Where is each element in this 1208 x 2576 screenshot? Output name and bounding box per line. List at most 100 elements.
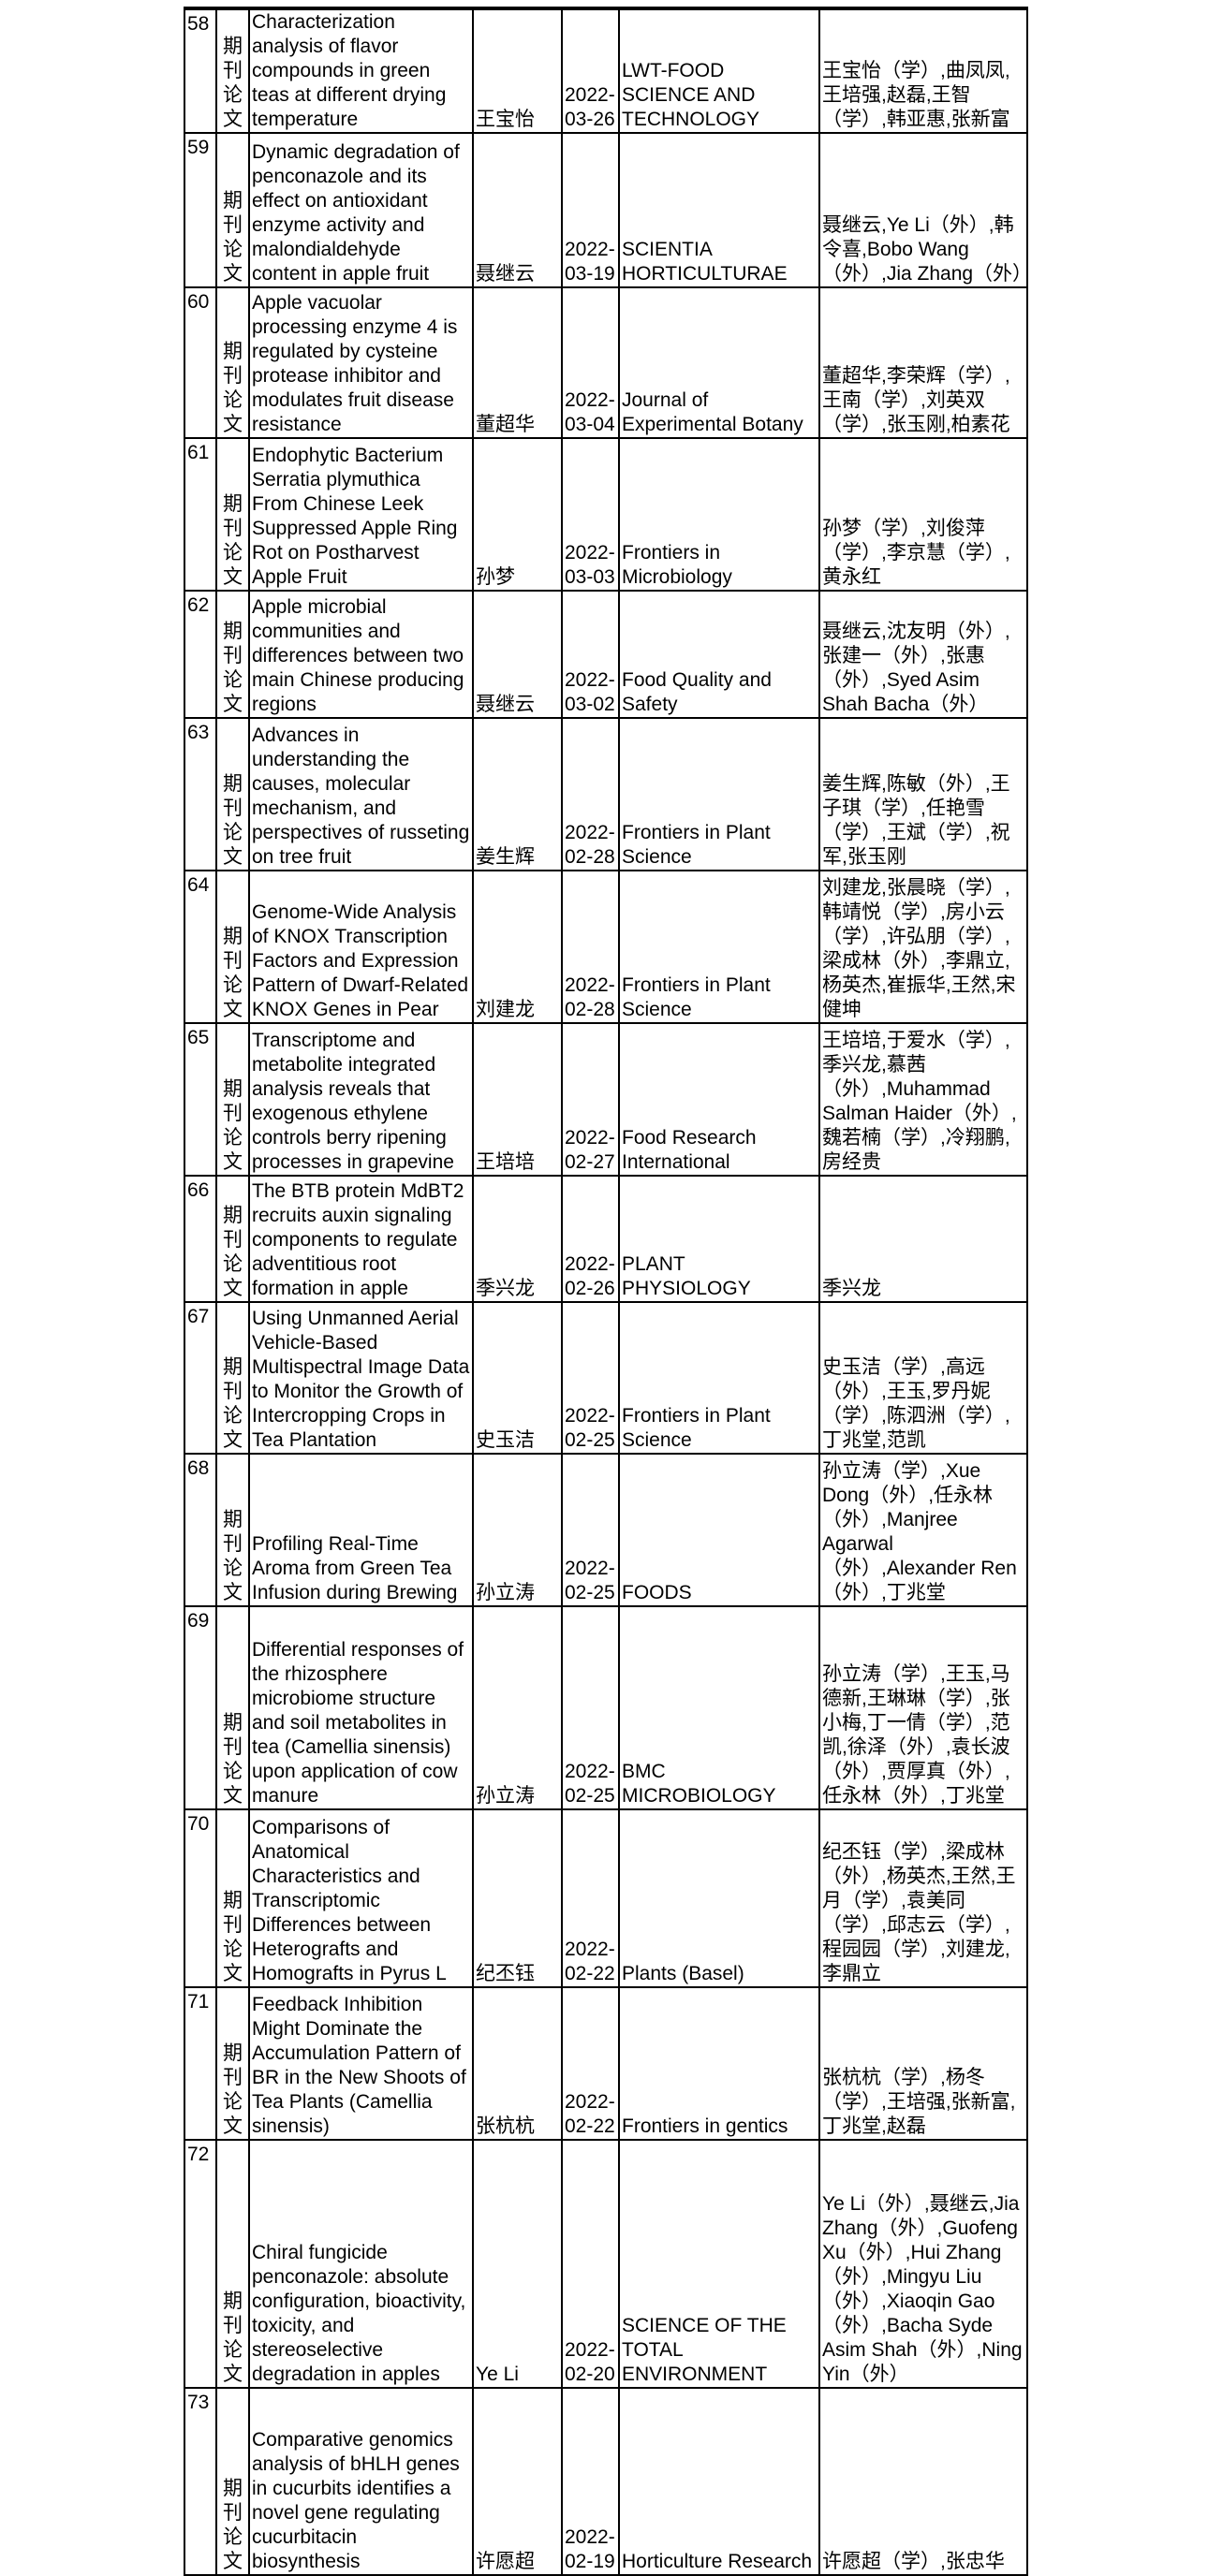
first-author: 张杭杭 (472, 1986, 563, 2141)
table-row: 66 期刊论文 The BTB protein MdBT2 recruits aux… (184, 1175, 1028, 1303)
journal: Plants (Basel) (618, 1808, 820, 1988)
row-number: 64 (184, 870, 217, 1024)
first-author: 聂继云 (472, 590, 563, 719)
pub-date: 2022-03-26 (561, 8, 620, 134)
journal: Frontiers in gentics (618, 1986, 820, 2141)
co-authors: 姜生辉,陈敏（外）,王子琪（学）,任艳雪（学）,王斌（学）,祝军,张玉刚 (818, 717, 1028, 871)
co-authors: Ye Li（外）,聂继云,Jia Zhang（外）,Guofeng Xu（外）,… (818, 2139, 1028, 2389)
co-authors: 王宝怡（学）,曲凤凤,王培强,赵磊,王智（学）,韩亚惠,张新富 (818, 8, 1028, 134)
paper-title: Apple microbial communities and differen… (248, 590, 474, 719)
first-author: 纪丕钰 (472, 1808, 563, 1988)
pub-date: 2022-02-19 (561, 2387, 620, 2576)
table-row: 72 期刊论文 Chiral fungicide penconazole: abso… (184, 2139, 1028, 2389)
row-number: 62 (184, 590, 217, 719)
first-author: 孙梦 (472, 437, 563, 592)
table-row: 63 期刊论文 Advances in understanding the caus… (184, 717, 1028, 871)
pub-type: 期刊论文 (215, 2387, 250, 2576)
pub-date: 2022-03-02 (561, 590, 620, 719)
paper-title: Differential responses of the rhizospher… (248, 1605, 474, 1810)
row-number: 71 (184, 1986, 217, 2141)
first-author: 许愿超 (472, 2387, 563, 2576)
paper-title: Apple vacuolar processing enzyme 4 is re… (248, 286, 474, 439)
first-author: Ye Li (472, 2139, 563, 2389)
table-row: 73 期刊论文 Comparative genomics analysis of b… (184, 2387, 1028, 2576)
journal: Frontiers in Microbiology (618, 437, 820, 592)
pub-date: 2022-02-22 (561, 1808, 620, 1988)
journal: Horticulture Research (618, 2387, 820, 2576)
first-author: 孙立涛 (472, 1605, 563, 1810)
journal: Food Research International (618, 1022, 820, 1177)
journal: FOODS (618, 1453, 820, 1607)
pub-date: 2022-03-03 (561, 437, 620, 592)
row-number: 67 (184, 1301, 217, 1455)
journal: Food Quality and Safety (618, 590, 820, 719)
first-author: 孙立涛 (472, 1453, 563, 1607)
pub-type: 期刊论文 (215, 870, 250, 1024)
pub-type: 期刊论文 (215, 1022, 250, 1177)
first-author: 董超华 (472, 286, 563, 439)
pub-type: 期刊论文 (215, 1301, 250, 1455)
row-number: 72 (184, 2139, 217, 2389)
first-author: 姜生辉 (472, 717, 563, 871)
table-row: 70 期刊论文 Comparisons of Anatomical Characte… (184, 1808, 1028, 1988)
journal: BMC MICROBIOLOGY (618, 1605, 820, 1810)
journal: Frontiers in Plant Science (618, 870, 820, 1024)
row-number: 59 (184, 132, 217, 288)
table-row: 64 期刊论文 Genome-Wide Analysis of KNOX Trans… (184, 870, 1028, 1024)
pub-type: 期刊论文 (215, 2139, 250, 2389)
co-authors: 聂继云,沈友明（外）,张建一（外）,张惠（外）,Syed Asim Shah B… (818, 590, 1028, 719)
journal: SCIENTIA HORTICULTURAE (618, 132, 820, 288)
journal: Frontiers in Plant Science (618, 1301, 820, 1455)
pub-date: 2022-02-25 (561, 1301, 620, 1455)
first-author: 王宝怡 (472, 8, 563, 134)
first-author: 聂继云 (472, 132, 563, 288)
paper-title: Chiral fungicide penconazole: absolute c… (248, 2139, 474, 2389)
table-row: 59 期刊论文 Dynamic degradation of penconazole… (184, 132, 1028, 288)
paper-title: Characterization analysis of flavor comp… (248, 8, 474, 134)
first-author: 刘建龙 (472, 870, 563, 1024)
row-number: 65 (184, 1022, 217, 1177)
co-authors: 孙立涛（学）,Xue Dong（外）,任永林（外）,Manjree Agarwa… (818, 1453, 1028, 1607)
journal: Frontiers in Plant Science (618, 717, 820, 871)
table-row: 65 期刊论文 Transcriptome and metabolite integ… (184, 1022, 1028, 1177)
paper-title: Comparisons of Anatomical Characteristic… (248, 1808, 474, 1988)
pub-date: 2022-02-20 (561, 2139, 620, 2389)
table-row: 69 期刊论文 Differential responses of the rhiz… (184, 1605, 1028, 1810)
co-authors: 聂继云,Ye Li（外）,韩令喜,Bobo Wang（外）,Jia Zhang（… (818, 132, 1028, 288)
pub-type: 期刊论文 (215, 437, 250, 592)
table-row: 61 期刊论文 Endophytic Bacterium Serratia plym… (184, 437, 1028, 592)
pub-date: 2022-02-28 (561, 717, 620, 871)
co-authors: 许愿超（学）,张忠华 (818, 2387, 1028, 2576)
table-row: 71 期刊论文 Feedback Inhibition Might Dominate… (184, 1986, 1028, 2141)
paper-title: Advances in understanding the causes, mo… (248, 717, 474, 871)
partial-row (184, 7, 1028, 10)
table-row: 62 期刊论文 Apple microbial communities and di… (184, 590, 1028, 719)
co-authors: 张杭杭（学）,杨冬（学）,王培强,张新富,丁兆堂,赵磊 (818, 1986, 1028, 2141)
co-authors: 史玉洁（学）,高远（外）,王玉,罗丹妮（学）,陈泗洲（学）,丁兆堂,范凯 (818, 1301, 1028, 1455)
table-row: 58 期刊论文 Characterization analysis of flavo… (184, 8, 1028, 134)
table-row: 67 期刊论文 Using Unmanned Aerial Vehicle-Base… (184, 1301, 1028, 1455)
co-authors: 董超华,李荣辉（学）,王南（学）,刘英双（学）,张玉刚,柏素花 (818, 286, 1028, 439)
first-author: 季兴龙 (472, 1175, 563, 1303)
pub-type: 期刊论文 (215, 1605, 250, 1810)
co-authors: 孙立涛（学）,王玉,马德新,王琳琳（学）,张小梅,丁一倩（学）,范凯,徐泽（外）… (818, 1605, 1028, 1810)
row-number: 63 (184, 717, 217, 871)
table-row: 60 期刊论文 Apple vacuolar processing enzyme 4… (184, 286, 1028, 439)
pub-type: 期刊论文 (215, 1808, 250, 1988)
journal: Journal of Experimental Botany (618, 286, 820, 439)
row-number: 60 (184, 286, 217, 439)
first-author: 史玉洁 (472, 1301, 563, 1455)
co-authors: 王培培,于爱水（学）,季兴龙,慕茜（外）,Muhammad Salman Hai… (818, 1022, 1028, 1177)
pub-type: 期刊论文 (215, 8, 250, 134)
row-number: 69 (184, 1605, 217, 1810)
paper-title: Profiling Real-Time Aroma from Green Tea… (248, 1453, 474, 1607)
pub-date: 2022-02-28 (561, 870, 620, 1024)
paper-title: Genome-Wide Analysis of KNOX Transcripti… (248, 870, 474, 1024)
pub-date: 2022-02-25 (561, 1605, 620, 1810)
pub-date: 2022-03-04 (561, 286, 620, 439)
row-number: 61 (184, 437, 217, 592)
table-row: 68 期刊论文 Profiling Real-Time Aroma from Gre… (184, 1453, 1028, 1607)
pub-type: 期刊论文 (215, 590, 250, 719)
row-number: 73 (184, 2387, 217, 2576)
co-authors: 季兴龙 (818, 1175, 1028, 1303)
